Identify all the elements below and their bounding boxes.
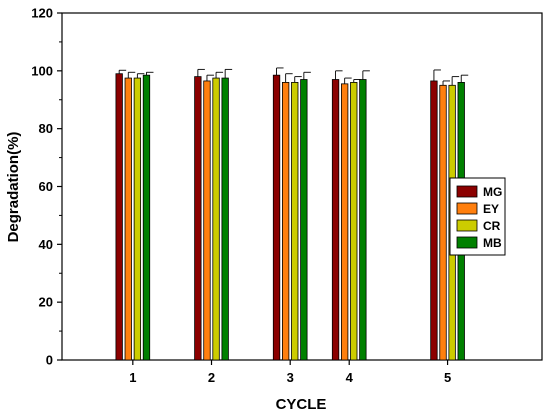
bar-mb-cycle-3 (300, 79, 308, 361)
y-tick-label: 20 (39, 295, 53, 310)
bar-ey-cycle-2 (203, 80, 211, 361)
x-axis-title: CYCLE (276, 396, 327, 413)
bar-mg-cycle-2 (194, 76, 202, 361)
legend-label-mb: MB (483, 236, 502, 250)
x-tick-label: 5 (444, 370, 451, 385)
bar-mg-cycle-4 (331, 79, 340, 361)
x-tick-label: 3 (287, 370, 294, 385)
x-tick-label: 4 (346, 370, 354, 385)
bar-cr-cycle-4 (350, 82, 358, 361)
bar-mb-cycle-2 (221, 77, 229, 361)
bar-mb-cycle-4 (359, 79, 367, 361)
bar-mb-cycle-1 (142, 74, 151, 361)
legend: MG EY CR MB (449, 177, 506, 256)
bars-group (115, 67, 469, 361)
legend-swatch-mb (456, 236, 478, 249)
bar-ey-cycle-1 (124, 77, 132, 361)
bar-ey-cycle-5 (439, 84, 447, 361)
bar-cr-cycle-1 (133, 77, 142, 361)
y-tick-label: 60 (39, 179, 53, 194)
y-axis-title: Degradation(%) (5, 132, 22, 243)
bar-mg-cycle-1 (115, 73, 123, 361)
legend-swatch-cr (456, 219, 478, 232)
legend-label-ey: EY (483, 202, 499, 216)
y-axis: 0 20 40 60 80 100 120 (31, 6, 62, 368)
bar-mg-cycle-3 (272, 74, 281, 361)
x-axis: 1 2 3 4 5 (129, 360, 451, 385)
x-tick-label: 2 (208, 370, 215, 385)
y-tick-label: 120 (31, 6, 53, 21)
legend-swatch-mg (456, 185, 478, 198)
x-tick-label: 1 (129, 370, 136, 385)
legend-label-mg: MG (483, 185, 502, 199)
y-tick-label: 0 (46, 353, 53, 368)
bar-cr-cycle-2 (212, 77, 220, 361)
bar-ey-cycle-4 (341, 83, 349, 361)
legend-label-cr: CR (483, 219, 501, 233)
y-tick-label: 100 (31, 63, 53, 78)
legend-swatch-ey (456, 202, 478, 215)
y-tick-label: 40 (39, 237, 53, 252)
bar-cr-cycle-3 (291, 82, 299, 361)
bar-ey-cycle-3 (281, 82, 290, 361)
y-tick-label: 80 (39, 121, 53, 136)
bar-mg-cycle-5 (430, 80, 438, 361)
